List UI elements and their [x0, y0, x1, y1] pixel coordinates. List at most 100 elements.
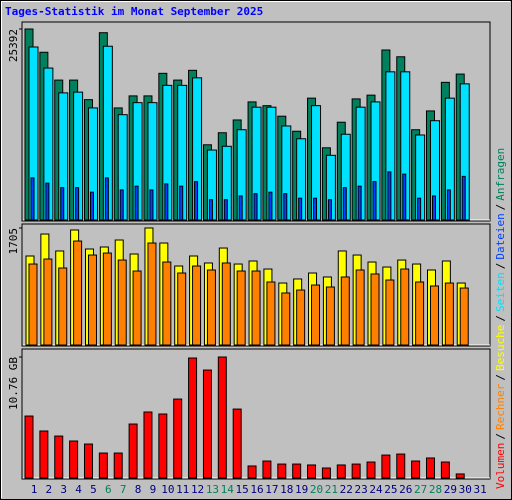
x-tick-label: 1	[31, 483, 38, 496]
bar	[28, 263, 38, 346]
bar	[232, 408, 242, 479]
bar	[307, 464, 317, 479]
bar	[177, 272, 187, 346]
bar	[311, 284, 321, 346]
x-tick-label: 20	[310, 483, 323, 496]
y-tick-label: 1705	[7, 228, 20, 255]
x-tick-label: 17	[265, 483, 278, 496]
bar	[217, 356, 227, 479]
bar	[60, 187, 65, 221]
bar	[340, 276, 350, 346]
bar	[402, 173, 407, 221]
bar	[400, 268, 410, 346]
bar	[277, 463, 287, 479]
bar	[134, 185, 139, 221]
bar	[444, 282, 454, 346]
bar	[336, 464, 346, 479]
bar	[45, 182, 50, 221]
bar	[30, 177, 35, 221]
bar	[313, 197, 318, 221]
bar	[415, 281, 425, 346]
bar	[39, 430, 49, 479]
x-tick-label: 21	[325, 483, 338, 496]
bar	[440, 461, 450, 479]
x-tick-label: 13	[206, 483, 219, 496]
bar	[247, 465, 257, 479]
x-tick-label: 8	[135, 483, 142, 496]
bar	[417, 197, 422, 221]
bar	[188, 357, 198, 479]
bar	[281, 292, 291, 346]
bar	[164, 183, 169, 221]
bar	[206, 269, 216, 346]
bar	[366, 461, 376, 479]
bar	[54, 435, 64, 479]
bar	[173, 398, 183, 479]
x-tick-label: 5	[90, 483, 97, 496]
x-tick-label: 15	[236, 483, 249, 496]
bar	[43, 258, 53, 346]
bar	[192, 265, 202, 346]
bar	[268, 191, 273, 221]
legend-separator: /	[494, 374, 507, 381]
bar	[102, 252, 112, 346]
bar	[104, 177, 109, 221]
bar	[411, 460, 421, 479]
y-tick-label: 10.76 GB	[7, 357, 20, 410]
bar	[370, 273, 380, 346]
bar	[221, 262, 231, 346]
x-tick-label: 29	[444, 483, 457, 496]
bar	[113, 452, 123, 479]
x-tick-label: 25	[384, 483, 397, 496]
x-tick-label: 22	[340, 483, 353, 496]
bar	[58, 267, 68, 346]
bar	[73, 240, 83, 346]
bar	[202, 369, 212, 479]
x-tick-label: 12	[191, 483, 204, 496]
bar	[236, 270, 246, 346]
bar	[238, 195, 243, 221]
legend-entry: Besuche	[494, 325, 507, 371]
x-tick-label: 4	[75, 483, 82, 496]
x-tick-label: 18	[280, 483, 293, 496]
bar	[75, 187, 80, 221]
bar	[372, 181, 377, 221]
x-tick-label: 2	[46, 483, 53, 496]
x-tick-label: 23	[355, 483, 368, 496]
legend-separator: /	[494, 315, 507, 322]
bar	[342, 187, 347, 221]
x-tick-label: 6	[105, 483, 112, 496]
bar	[357, 185, 362, 221]
bar	[119, 189, 124, 221]
bar	[425, 457, 435, 479]
bar	[132, 270, 142, 346]
x-tick-label: 27	[414, 483, 427, 496]
legend-entry: Dateien	[494, 213, 507, 259]
bar	[292, 463, 302, 479]
bar	[143, 411, 153, 479]
bar	[162, 261, 172, 346]
bar	[83, 443, 93, 479]
bar	[266, 281, 276, 346]
bar	[429, 285, 439, 346]
bar	[223, 199, 228, 221]
bar	[128, 423, 138, 479]
bar	[327, 199, 332, 221]
bar	[387, 171, 392, 221]
bar	[396, 453, 406, 479]
bar	[179, 185, 184, 221]
bar	[283, 193, 288, 221]
y-tick-label: 25392	[7, 29, 20, 62]
bar	[321, 467, 331, 479]
bar	[381, 454, 391, 479]
bar	[355, 269, 365, 346]
x-tick-label: 19	[295, 483, 308, 496]
bar	[117, 259, 127, 346]
x-tick-label: 26	[399, 483, 412, 496]
bar	[325, 286, 335, 346]
bar	[298, 197, 303, 221]
bar	[461, 175, 466, 221]
bar	[251, 270, 261, 346]
bar	[149, 189, 154, 221]
